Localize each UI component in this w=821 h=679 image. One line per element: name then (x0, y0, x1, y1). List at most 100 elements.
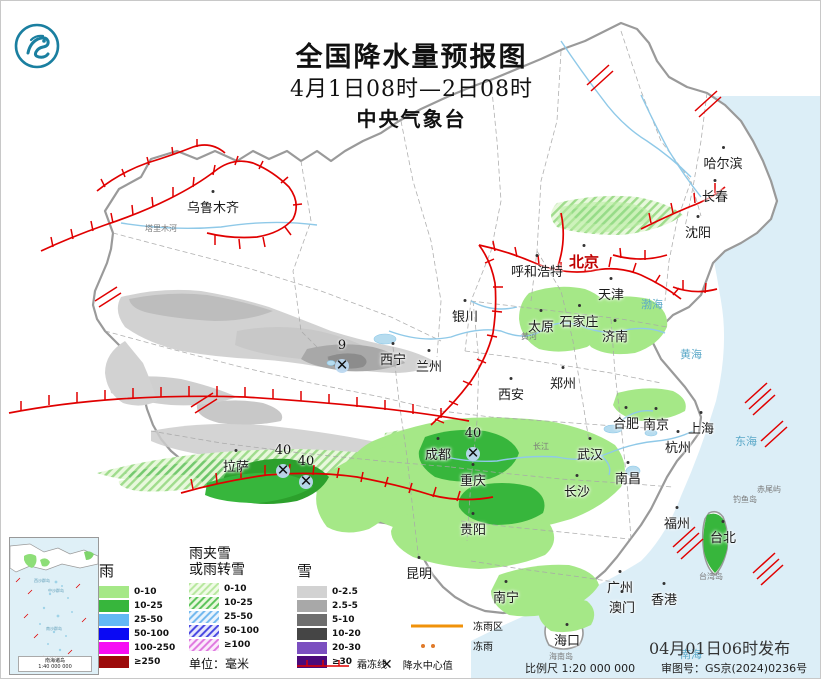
legend-row: 25-50 (189, 610, 259, 623)
rain-area-hainan (538, 598, 595, 633)
legend-swatch (189, 638, 219, 651)
legend-range-label: 25-50 (134, 614, 163, 625)
svg-text:中沙群岛: 中沙群岛 (48, 587, 64, 593)
inset-scale-caption: 南海诸岛 1:40 000 000 (18, 656, 92, 672)
legend-swatch (99, 641, 129, 654)
city-label: 上海 (688, 418, 714, 437)
city-label: 石家庄 (559, 311, 598, 330)
legend-swatch (99, 585, 129, 598)
legend-freezing-rain-zone-label: 冻雨区 (473, 622, 503, 633)
geographic-label: 黄河 (521, 332, 537, 341)
city-label: 拉萨 (223, 456, 249, 475)
legend-range-label: 50-100 (224, 625, 260, 636)
precip-center-value: 40 (274, 443, 292, 458)
legend-freezing-rain-zone-entry: 冻雨区 (409, 618, 503, 633)
map-approval-number: 审图号：GS京(2024)0236号 (661, 662, 808, 675)
legend-rain-heading: 雨 (99, 562, 115, 580)
legend-range-label: 50-100 (134, 628, 170, 639)
legend-row: 10-20 (297, 627, 361, 640)
city-label: 银川 (452, 306, 478, 325)
legend-row: 0-10 (99, 585, 175, 598)
legend-range-label: 5-10 (332, 614, 355, 625)
legend-freezing-rain-label: 冻雨 (473, 642, 493, 653)
legend-range-label: ≥100 (224, 639, 251, 650)
legend-range-label: 100-250 (134, 642, 176, 653)
legend-frost-line-label: 霜冻线 (357, 660, 387, 671)
south-china-sea-inset[interactable]: 中沙群岛 西沙群岛 南沙群岛 南海诸岛 1:40 000 000 (9, 537, 99, 675)
precip-center-cross-icon: ✕ (299, 473, 313, 490)
frost-line-symbol (297, 659, 349, 667)
city-label: 哈尔滨 (703, 153, 742, 172)
legend-row: ≥30 (297, 655, 361, 668)
legend-row: 0-2.5 (297, 585, 361, 598)
legend-unit: 单位：毫米 (189, 657, 250, 671)
rain-core-guizhou-10-25 (458, 483, 545, 525)
legend-range-label: 0-10 (134, 586, 157, 597)
legend-row: 50-100 (189, 624, 259, 637)
legend-swatch (99, 599, 129, 612)
city-label: 香港 (651, 589, 677, 608)
city-label: 南宁 (493, 587, 519, 606)
precip-center-value: 9 (337, 338, 347, 353)
legend-range-label: ≥30 (332, 656, 353, 667)
geographic-label: 长江 (533, 442, 549, 451)
legend-swatch (189, 624, 219, 637)
city-label: 重庆 (460, 470, 486, 489)
sea-label: 东海 (735, 435, 757, 448)
city-label: 成都 (425, 444, 451, 463)
precip-center-marker: 9 ✕ (335, 338, 349, 375)
legend-row: ≥250 (99, 655, 175, 668)
city-label: 兰州 (416, 356, 442, 375)
legend-row: 100-250 (99, 641, 175, 654)
city-label: 南昌 (615, 468, 641, 487)
legend-precip-center-label: 降水中心值 (402, 661, 453, 672)
city-label: 呼和浩特 (511, 261, 563, 280)
legend-row: 5-10 (297, 613, 361, 626)
precip-center-cross-icon: ✕ (276, 462, 290, 479)
legend-row: 25-50 (99, 613, 175, 626)
city-label: 西安 (498, 384, 524, 403)
precip-center-marker: 40 ✕ (275, 443, 292, 480)
sea-label: 黄海 (680, 348, 702, 361)
legend-swatch (297, 655, 327, 668)
legend-row: 50-100 (99, 627, 175, 640)
city-label: 杭州 (665, 437, 691, 456)
precip-center-marker: 40 ✕ (465, 426, 482, 463)
svg-text:南沙群岛: 南沙群岛 (46, 625, 62, 631)
legend-row: 10-25 (99, 599, 175, 612)
legend-swatch (99, 655, 129, 668)
city-label: 乌鲁木齐 (187, 197, 239, 216)
legend-row: 2.5-5 (297, 599, 361, 612)
city-label: 福州 (664, 513, 690, 532)
legend-snow-column: 雪 0-2.5 2.5-5 5-10 10-20 20-30 ≥30 (297, 560, 361, 669)
city-label: 澳门 (609, 597, 635, 616)
city-label: 广州 (607, 577, 633, 596)
legend-sleet-heading: 雨夹雪 或雨转雪 (189, 546, 245, 578)
legend-range-label: 0-2.5 (332, 586, 358, 597)
issue-time: 04月01日06时发布 (649, 639, 791, 658)
precip-center-cross-icon: ✕ (466, 445, 480, 462)
legend-freezing-rain-entry: 冻雨 (409, 638, 493, 653)
legend-swatch (297, 641, 327, 654)
legend-swatch (189, 596, 219, 609)
legend-swatch (189, 582, 219, 595)
legend-precip-center-entry: ✕ 降水中心值 (381, 656, 453, 673)
precip-center-cross-icon: ✕ (335, 357, 349, 374)
legend-frost-line-entry: 霜冻线 (295, 656, 387, 671)
precip-center-marker: 40 ✕ (298, 454, 315, 491)
precip-center-halos (276, 359, 480, 489)
geographic-label: 钓鱼岛 (733, 495, 757, 504)
city-label: 长春 (702, 186, 728, 205)
legend-swatch (297, 613, 327, 626)
city-label: 沈阳 (685, 222, 711, 241)
legend-row: 10-25 (189, 596, 259, 609)
city-label: 太原 (528, 316, 554, 335)
legend-swatch (189, 610, 219, 623)
city-label: 台北 (710, 527, 736, 546)
geographic-label: 台湾岛 (699, 572, 723, 581)
svg-text:西沙群岛: 西沙群岛 (34, 577, 50, 583)
legend-swatch (297, 585, 327, 598)
city-label: 北京 (568, 253, 600, 271)
city-label: 济南 (602, 326, 628, 345)
